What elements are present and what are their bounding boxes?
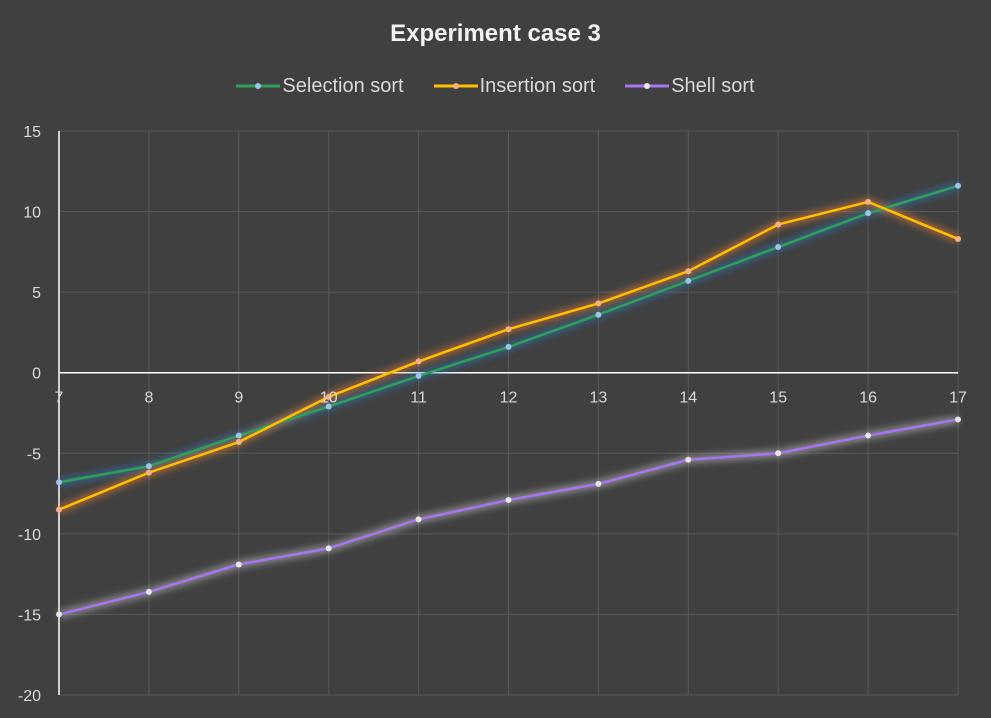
data-point <box>56 611 62 618</box>
data-point <box>685 277 692 284</box>
x-tick-label: 9 <box>234 390 243 407</box>
data-point <box>415 358 422 365</box>
data-point <box>595 480 602 487</box>
chart-title: Experiment case 3 <box>390 20 601 47</box>
data-point <box>415 516 422 523</box>
x-tick-label: 16 <box>859 390 877 407</box>
x-tick-label: 7 <box>55 390 64 407</box>
legend-label-insertion-sort: Insertion sort <box>479 74 596 97</box>
x-tick-label: 13 <box>590 390 608 407</box>
legend-item-shell-sort: Shell sort <box>625 74 755 98</box>
legend-item-insertion-sort: Insertion sort <box>433 74 596 98</box>
legend-label-shell-sort: Shell sort <box>671 74 755 97</box>
data-point <box>235 439 242 446</box>
data-point <box>955 182 961 189</box>
data-point <box>235 561 242 568</box>
data-point <box>145 463 152 470</box>
y-tick-label: -10 <box>18 527 41 544</box>
data-point <box>685 268 692 275</box>
y-tick-label: 10 <box>23 205 41 222</box>
data-point <box>56 479 62 486</box>
data-point <box>865 198 872 205</box>
data-point <box>955 235 961 242</box>
legend-label-selection-sort: Selection sort <box>282 74 404 97</box>
data-point <box>865 432 872 439</box>
data-point <box>775 450 782 457</box>
data-point <box>325 393 332 400</box>
data-point <box>145 469 152 476</box>
data-point <box>775 244 782 251</box>
data-point <box>145 588 152 595</box>
tick-labels: -20 -15 -10 -5 0 5 10 15 7 8 9 10 11 12 13 14 15 16 17 <box>18 124 967 705</box>
y-tick-label: -20 <box>18 688 41 705</box>
data-point <box>865 210 872 217</box>
data-point <box>56 506 62 513</box>
legend-swatch-selection-sort <box>236 83 281 89</box>
y-tick-label: 0 <box>32 366 41 383</box>
data-point <box>325 545 332 552</box>
data-point <box>595 300 602 307</box>
series-lines <box>56 182 961 618</box>
legend-swatch-shell-sort <box>625 83 670 89</box>
x-tick-label: 11 <box>410 390 427 407</box>
data-point <box>595 311 602 318</box>
data-point <box>955 416 961 423</box>
x-tick-label: 14 <box>679 390 697 407</box>
legend-item-selection-sort: Selection sort <box>236 74 404 98</box>
data-point <box>775 221 782 228</box>
data-point <box>235 432 242 439</box>
data-point <box>415 372 422 379</box>
y-tick-label: -15 <box>18 607 41 624</box>
data-point <box>505 326 512 333</box>
data-point <box>505 343 512 350</box>
x-tick-label: 8 <box>144 390 153 407</box>
data-point <box>325 403 332 410</box>
data-point <box>685 456 692 463</box>
x-tick-label: 15 <box>769 390 787 407</box>
legend: Selection sort Insertion sort Shell sort <box>0 74 991 98</box>
x-tick-label: 10 <box>320 390 338 407</box>
y-tick-label: 5 <box>32 285 41 302</box>
x-tick-label: 12 <box>500 390 518 407</box>
y-tick-label: -5 <box>27 446 41 463</box>
y-tick-label: 15 <box>23 124 41 141</box>
x-tick-label: 17 <box>949 390 967 407</box>
axes <box>58 131 958 695</box>
data-point <box>505 497 512 504</box>
legend-swatch-insertion-sort <box>433 83 478 89</box>
